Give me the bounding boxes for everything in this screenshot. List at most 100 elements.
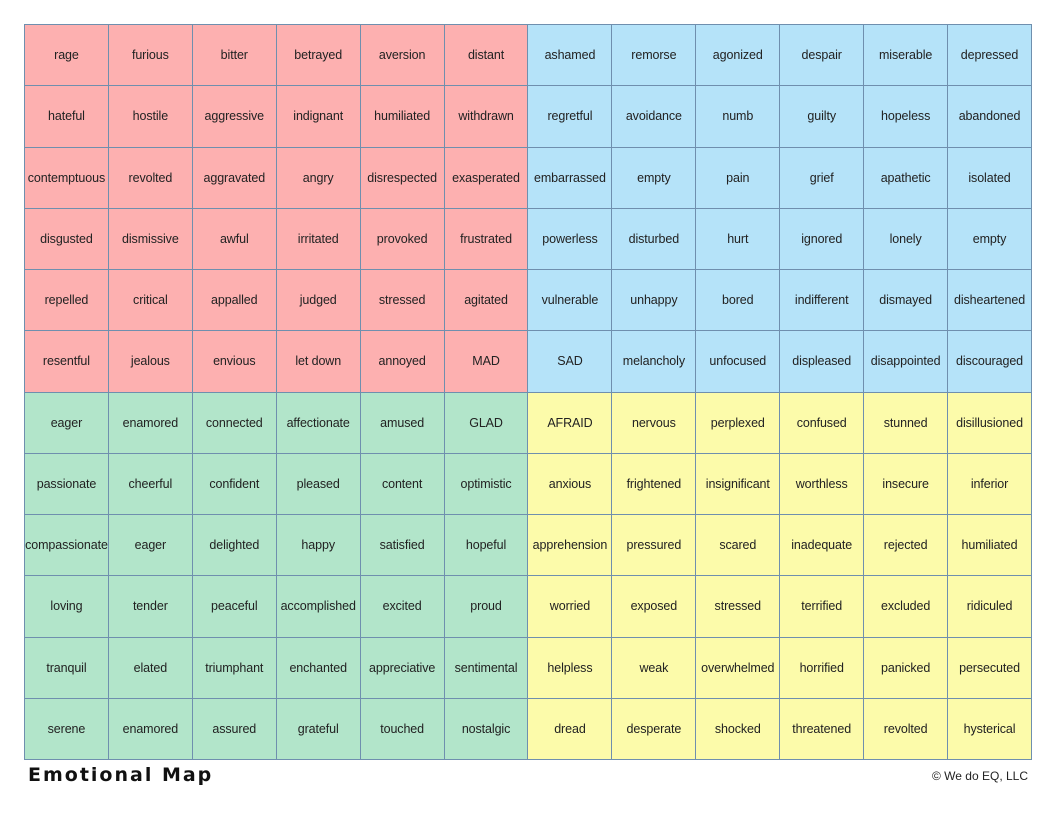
emotion-cell-sad: indifferent bbox=[780, 270, 865, 332]
emotion-cell-sad: regretful bbox=[528, 86, 613, 148]
emotion-cell-anger: stressed bbox=[360, 270, 445, 332]
emotion-cell-sad: avoidance bbox=[612, 86, 697, 148]
emotion-cell-sad: pain bbox=[696, 147, 781, 209]
emotion-cell-afraid: threatened bbox=[780, 698, 865, 760]
emotion-cell-afraid: worthless bbox=[780, 453, 865, 515]
emotion-cell-anger: aggressive bbox=[192, 86, 277, 148]
emotion-cell-sad: empty bbox=[612, 147, 697, 209]
map-title: Emotional Map bbox=[28, 764, 214, 786]
emotion-cell-anger: let down bbox=[276, 331, 361, 393]
emotion-cell-sad: unfocused bbox=[696, 331, 781, 393]
emotion-cell-anger: disgusted bbox=[25, 208, 109, 270]
emotion-cell-sad: displeased bbox=[780, 331, 865, 393]
emotion-cell-sad: empty bbox=[948, 208, 1032, 270]
emotion-cell-afraid: inferior bbox=[948, 453, 1032, 515]
emotion-cell-afraid: persecuted bbox=[948, 637, 1032, 699]
emotion-cell-sad: dismayed bbox=[864, 270, 949, 332]
emotion-cell-anger: disrespected bbox=[360, 147, 445, 209]
emotion-cell-afraid: dread bbox=[528, 698, 613, 760]
emotion-cell-glad: accomplished bbox=[276, 576, 361, 638]
emotion-cell-anger: repelled bbox=[25, 270, 109, 332]
emotion-cell-afraid: insecure bbox=[864, 453, 949, 515]
emotion-cell-glad: touched bbox=[360, 698, 445, 760]
emotion-cell-glad: triumphant bbox=[192, 637, 277, 699]
copyright-notice: © We do EQ, LLC bbox=[932, 769, 1028, 783]
emotion-cell-glad: enamored bbox=[108, 392, 193, 454]
emotion-cell-sad: guilty bbox=[780, 86, 865, 148]
emotion-cell-afraid: shocked bbox=[696, 698, 781, 760]
emotion-cell-afraid: pressured bbox=[612, 515, 697, 577]
emotion-cell-afraid: rejected bbox=[864, 515, 949, 577]
emotion-cell-afraid: weak bbox=[612, 637, 697, 699]
emotion-cell-glad: peaceful bbox=[192, 576, 277, 638]
emotion-cell-anger: frustrated bbox=[444, 208, 529, 270]
emotion-cell-afraid: stressed bbox=[696, 576, 781, 638]
emotion-cell-glad: enamored bbox=[108, 698, 193, 760]
emotion-cell-afraid: nervous bbox=[612, 392, 697, 454]
emotion-cell-afraid: humiliated bbox=[948, 515, 1032, 577]
emotion-cell-glad: passionate bbox=[25, 453, 109, 515]
emotion-cell-sad: melancholy bbox=[612, 331, 697, 393]
emotion-cell-anger: exasperated bbox=[444, 147, 529, 209]
emotion-cell-glad: proud bbox=[444, 576, 529, 638]
emotion-cell-sad: remorse bbox=[612, 25, 697, 87]
emotion-cell-sad: disturbed bbox=[612, 208, 697, 270]
emotion-cell-sad: embarrassed bbox=[528, 147, 613, 209]
emotion-cell-glad: nostalgic bbox=[444, 698, 529, 760]
emotion-cell-glad: loving bbox=[25, 576, 109, 638]
emotion-cell-sad: abandoned bbox=[948, 86, 1032, 148]
emotion-cell-afraid: terrified bbox=[780, 576, 865, 638]
emotion-cell-afraid: hysterical bbox=[948, 698, 1032, 760]
emotion-cell-glad: compassionate bbox=[25, 515, 109, 577]
emotion-cell-afraid: stunned bbox=[864, 392, 949, 454]
emotion-cell-anger: bitter bbox=[192, 25, 277, 87]
emotion-cell-sad: disheartened bbox=[948, 270, 1032, 332]
emotion-cell-anger: angry bbox=[276, 147, 361, 209]
emotion-cell-anger: annoyed bbox=[360, 331, 445, 393]
emotion-cell-glad: optimistic bbox=[444, 453, 529, 515]
emotion-cell-glad: content bbox=[360, 453, 445, 515]
emotion-cell-glad: elated bbox=[108, 637, 193, 699]
emotion-cell-anger: irritated bbox=[276, 208, 361, 270]
emotion-cell-sad: bored bbox=[696, 270, 781, 332]
emotion-cell-glad: confident bbox=[192, 453, 277, 515]
emotion-cell-afraid: excluded bbox=[864, 576, 949, 638]
emotion-cell-afraid: frightened bbox=[612, 453, 697, 515]
emotion-cell-anger: hateful bbox=[25, 86, 109, 148]
emotion-cell-glad: pleased bbox=[276, 453, 361, 515]
emotion-cell-anger: furious bbox=[108, 25, 193, 87]
emotion-cell-glad: enchanted bbox=[276, 637, 361, 699]
emotion-cell-afraid: helpless bbox=[528, 637, 613, 699]
emotion-cell-afraid: panicked bbox=[864, 637, 949, 699]
emotion-cell-glad: amused bbox=[360, 392, 445, 454]
emotion-cell-anger: resentful bbox=[25, 331, 109, 393]
emotion-cell-sad: unhappy bbox=[612, 270, 697, 332]
emotion-cell-anger: critical bbox=[108, 270, 193, 332]
emotion-cell-sad: depressed bbox=[948, 25, 1032, 87]
emotion-cell-glad: assured bbox=[192, 698, 277, 760]
emotion-cell-anger: contemptuous bbox=[25, 147, 109, 209]
emotion-cell-afraid: inadequate bbox=[780, 515, 865, 577]
emotion-cell-sad: miserable bbox=[864, 25, 949, 87]
emotion-cell-glad: connected bbox=[192, 392, 277, 454]
emotion-cell-sad: ashamed bbox=[528, 25, 613, 87]
emotion-cell-anger: agitated bbox=[444, 270, 529, 332]
emotion-cell-glad: grateful bbox=[276, 698, 361, 760]
emotion-cell-glad: cheerful bbox=[108, 453, 193, 515]
emotion-cell-anger: judged bbox=[276, 270, 361, 332]
emotion-cell-anger: aversion bbox=[360, 25, 445, 87]
emotion-cell-anger: distant bbox=[444, 25, 529, 87]
emotion-cell-glad: tender bbox=[108, 576, 193, 638]
emotion-cell-afraid: worried bbox=[528, 576, 613, 638]
emotion-cell-sad: vulnerable bbox=[528, 270, 613, 332]
emotion-cell-sad: SAD bbox=[528, 331, 613, 393]
emotion-cell-glad: eager bbox=[25, 392, 109, 454]
emotion-cell-sad: lonely bbox=[864, 208, 949, 270]
emotion-cell-glad: eager bbox=[108, 515, 193, 577]
emotion-cell-anger: rage bbox=[25, 25, 109, 87]
emotion-cell-afraid: apprehension bbox=[528, 515, 613, 577]
emotion-cell-sad: discouraged bbox=[948, 331, 1032, 393]
emotion-cell-afraid: desperate bbox=[612, 698, 697, 760]
emotion-cell-sad: hurt bbox=[696, 208, 781, 270]
emotion-cell-afraid: ridiculed bbox=[948, 576, 1032, 638]
